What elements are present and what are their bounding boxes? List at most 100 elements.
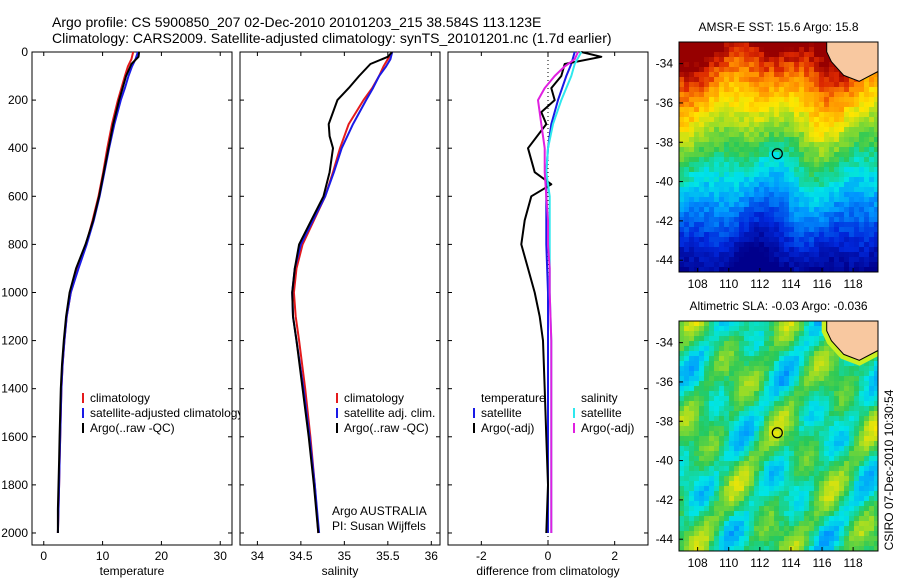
map-cell [729,152,734,157]
map-cell [754,386,759,391]
map-cell [774,57,779,62]
map-cell [704,361,709,366]
map-cell [834,366,839,371]
map-cell [709,177,714,182]
map-cell [874,87,878,92]
map-cell [829,207,834,212]
map-cell [719,516,724,521]
map-cell [824,157,829,162]
map-cell [774,262,779,267]
map-cell [704,351,709,356]
map-cell [759,486,764,491]
map-cell [679,107,684,112]
map-cell [719,356,724,361]
map-cell [789,351,794,356]
map-cell [844,381,849,386]
map-cell [829,62,834,67]
map-cell [714,376,719,381]
map-cell [699,262,704,267]
map-cell [689,192,694,197]
map-cell [784,381,789,386]
map-cell [744,386,749,391]
map-cell [689,376,694,381]
map-cell [734,331,739,336]
map-cell [769,217,774,222]
map-cell [774,42,779,47]
map-cell [774,67,779,72]
map-cell [734,511,739,516]
map-cell [724,356,729,361]
map-cell [874,516,878,521]
map-cell [769,321,774,326]
map-cell [709,137,714,142]
map-cell [689,87,694,92]
map-cell [874,217,878,222]
map-cell [749,122,754,127]
map-cell [839,386,844,391]
map-cell [854,411,859,416]
map-cell [819,426,824,431]
map-cell [704,102,709,107]
map-cell [824,152,829,157]
map-cell [699,501,704,506]
map-cell [734,326,739,331]
map-cell [724,242,729,247]
map-cell [859,142,864,147]
map-cell [739,152,744,157]
map-cell [784,77,789,82]
map-cell [719,162,724,167]
map-cell [739,336,744,341]
map-cell [774,117,779,122]
map-cell [679,446,684,451]
map-cell [699,62,704,67]
map-cell [849,87,854,92]
map-cell [684,62,689,67]
map-cell [689,112,694,117]
map-cell [814,97,819,102]
map-cell [784,481,789,486]
map-cell [684,237,689,242]
map-cell [729,451,734,456]
map-cell [869,167,874,172]
map-cell [789,107,794,112]
map-cell [729,87,734,92]
map-cell [704,396,709,401]
map-cell [744,476,749,481]
map-cell [804,197,809,202]
map-cell [844,361,849,366]
map-cell [724,486,729,491]
map-cell [754,87,759,92]
map-cell [844,506,849,511]
map-cell [849,157,854,162]
map-cell [814,331,819,336]
map-cell [824,197,829,202]
y-tick-label: 400 [8,141,28,155]
map-cell [829,177,834,182]
map-cell [764,526,769,531]
map-cell [794,536,799,541]
map-cell [794,421,799,426]
map-cell [739,396,744,401]
map-cell [869,117,874,122]
map-cell [784,421,789,426]
map-cell [864,486,869,491]
map-cell [814,67,819,72]
map-cell [684,461,689,466]
map-cell [764,107,769,112]
map-cell [764,456,769,461]
map-cell [739,476,744,481]
map-cell [804,406,809,411]
map-cell [834,147,839,152]
map-cell [679,421,684,426]
map-cell [839,192,844,197]
map-cell [844,262,849,267]
map-cell [694,451,699,456]
map-cell [689,67,694,72]
map-cell [724,162,729,167]
map-cell [704,426,709,431]
map-cell [734,162,739,167]
map-cell [794,262,799,267]
map-cell [759,471,764,476]
map-cell [739,122,744,127]
map-cell [854,461,859,466]
